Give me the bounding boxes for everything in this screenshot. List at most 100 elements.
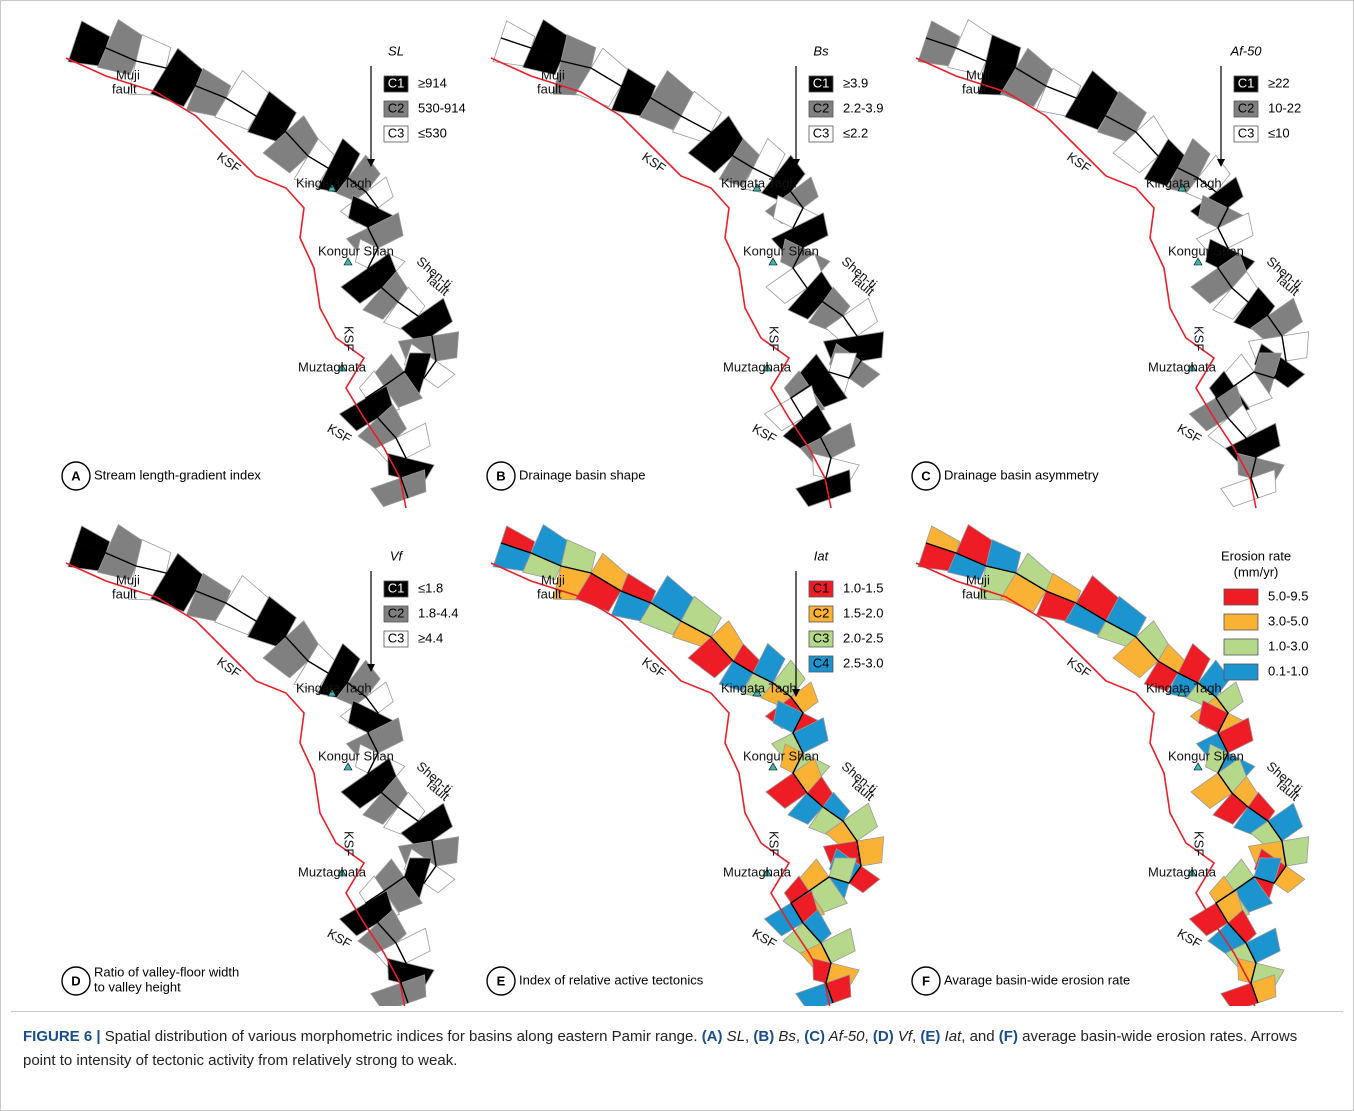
caption-text: FIGURE 6 | [23,1028,105,1045]
place-label: KSF [639,149,668,176]
figure: MujifaultKSFKingata TaghKongur ShanShen-… [0,0,1354,1111]
place-label: Muji [541,572,565,587]
legend-title: (mm/yr) [1234,564,1279,579]
place-label: fault [112,81,137,96]
caption-text: (B) [753,1028,774,1045]
peak-marker [344,258,352,265]
place-label: fault [112,586,137,601]
place-label: Muztaghata [1148,864,1217,879]
place-label: Muji [966,67,990,82]
caption-text: (A) [702,1028,723,1045]
place-label: Kongur Shan [318,243,394,258]
place-label: KSF [767,831,782,856]
legend-range: ≥4.4 [418,630,443,645]
caption-text: SL [723,1028,746,1045]
place-label: KSF [767,326,782,351]
legend-swatch [1224,589,1258,605]
place-label: Muztaghata [298,359,367,374]
caption-text: (D) [873,1028,894,1045]
legend-title: Bs [813,43,829,58]
legend-range: ≥914 [418,75,447,90]
legend-code: C1 [813,75,830,90]
caption-text: Vf [894,1028,912,1045]
legend-code: C2 [388,605,405,620]
legend-title: Erosion rate [1221,548,1291,563]
legend-code: C2 [388,100,405,115]
peak-marker [769,258,777,265]
place-label: KSF [1192,326,1207,351]
place-label: Kingata Tagh [721,175,797,190]
legend-code: C3 [388,630,405,645]
legend-title: Af-50 [1229,43,1262,58]
legend-range: 2.5-3.0 [843,655,883,670]
legend-range: ≤10 [1268,125,1290,140]
legend-swatch [1224,664,1258,680]
panel-title: Drainage basin shape [519,467,645,482]
legend-range: 3.0-5.0 [1268,613,1308,628]
place-label: Muztaghata [1148,359,1217,374]
legend-title: Iat [814,548,830,563]
legend-code: C4 [813,655,830,670]
panel-letter: E [497,973,506,988]
legend-code: C3 [1238,125,1255,140]
legend-range: 5.0-9.5 [1268,588,1308,603]
caption-text: , [796,1028,804,1045]
legend-range: 10-22 [1268,100,1301,115]
map-panel: MujifaultKSFKingata TaghKongur ShanShen-… [912,20,1309,508]
caption-text: Iat [940,1028,961,1045]
legend-range: 0.1-1.0 [1268,663,1308,678]
place-label: Muztaghata [723,864,792,879]
panel-letter: C [921,468,931,483]
place-label: fault [962,586,987,601]
legend-range: ≥3.9 [843,75,868,90]
legend-code: C1 [1238,75,1255,90]
legend-code: C1 [388,75,405,90]
legend-code: C3 [813,630,830,645]
legend-title: Vf [390,548,404,563]
place-label: Kongur Shan [743,748,819,763]
place-label: Muztaghata [298,864,367,879]
peak-marker [344,763,352,770]
legend-range: ≤1.8 [418,580,443,595]
legend-title: SL [388,43,404,58]
legend-range: 530-914 [418,100,466,115]
panel-letter: A [71,468,81,483]
place-label: Muztaghata [723,359,792,374]
legend-range: ≤530 [418,125,447,140]
place-label: Kongur Shan [318,748,394,763]
caption-text: Af-50 [825,1028,864,1045]
panel-title: Stream length-gradient index [94,467,261,482]
place-label: Kongur Shan [1168,748,1244,763]
place-label: Kongur Shan [1168,243,1244,258]
peak-marker [1194,763,1202,770]
divider [11,1011,1343,1012]
legend-range: 2.0-2.5 [843,630,883,645]
place-label: KSF [639,654,668,681]
legend-range: 1.0-1.5 [843,580,883,595]
place-label: KSF [342,326,357,351]
place-label: Muji [541,67,565,82]
legend-swatch [1224,639,1258,655]
panel-letter: B [496,468,505,483]
caption-text: Spatial distribution of various morphome… [105,1028,702,1045]
legend-code: C1 [813,580,830,595]
place-label: Kingata Tagh [1146,680,1222,695]
caption: FIGURE 6 | Spatial distribution of vario… [23,1025,1323,1073]
panel-title: to valley height [94,979,181,994]
map-panel: MujifaultKSFKingata TaghKongur ShanShen-… [487,20,884,508]
legend-code: C3 [813,125,830,140]
panel-title: Index of relative active tectonics [519,972,704,987]
caption-text: Bs [774,1028,796,1045]
place-label: KSF [214,149,243,176]
legend-range: 1.8-4.4 [418,605,458,620]
peak-marker [769,763,777,770]
caption-text: (C) [804,1028,825,1045]
place-label: KSF [214,654,243,681]
place-label: KSF [342,831,357,856]
legend-code: C2 [813,100,830,115]
place-label: fault [537,81,562,96]
legend-code: C2 [813,605,830,620]
